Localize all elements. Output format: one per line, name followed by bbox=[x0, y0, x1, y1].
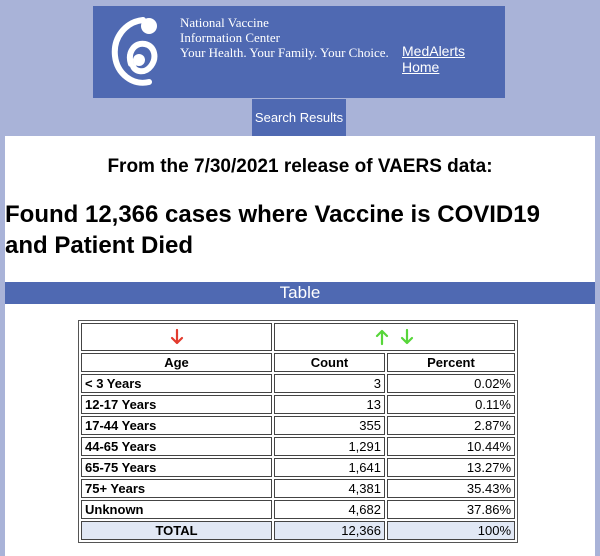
release-heading: From the 7/30/2021 release of VAERS data… bbox=[107, 156, 493, 177]
tab-search-results[interactable]: Search Results bbox=[252, 99, 346, 136]
table-section-title: Table bbox=[5, 282, 595, 304]
total-label: TOTAL bbox=[81, 521, 272, 540]
table-row: < 3 Years 3 0.02% bbox=[81, 374, 515, 393]
column-header-count: Count bbox=[274, 353, 385, 372]
nvic-logo-icon bbox=[111, 17, 158, 86]
total-count: 12,366 bbox=[274, 521, 385, 540]
age-cell: 44-65 Years bbox=[81, 437, 272, 456]
sort-up-arrow-icon[interactable] bbox=[375, 328, 389, 346]
count-cell: 4,381 bbox=[274, 479, 385, 498]
percent-cell: 0.02% bbox=[387, 374, 515, 393]
count-cell: 4,682 bbox=[274, 500, 385, 519]
header-banner: National Vaccine Information Center Your… bbox=[93, 6, 505, 98]
table-row: 75+ Years 4,381 35.43% bbox=[81, 479, 515, 498]
age-cell: 12-17 Years bbox=[81, 395, 272, 414]
org-name: National Vaccine Information Center Your… bbox=[180, 15, 389, 60]
percent-cell: 2.87% bbox=[387, 416, 515, 435]
total-percent: 100% bbox=[387, 521, 515, 540]
age-cell: 65-75 Years bbox=[81, 458, 272, 477]
column-header-age: Age bbox=[81, 353, 272, 372]
sort-row bbox=[81, 323, 515, 351]
age-cell: < 3 Years bbox=[81, 374, 272, 393]
percent-cell: 0.11% bbox=[387, 395, 515, 414]
org-name-line2: Information Center bbox=[180, 30, 280, 45]
sort-down-arrow-icon[interactable] bbox=[400, 328, 414, 346]
sort-down-arrow-icon[interactable] bbox=[170, 328, 184, 346]
count-cell: 13 bbox=[274, 395, 385, 414]
column-header-percent: Percent bbox=[387, 353, 515, 372]
table-header-row: Age Count Percent bbox=[81, 353, 515, 372]
count-cell: 3 bbox=[274, 374, 385, 393]
table-row: 12-17 Years 13 0.11% bbox=[81, 395, 515, 414]
percent-cell: 10.44% bbox=[387, 437, 515, 456]
table-row: 44-65 Years 1,291 10.44% bbox=[81, 437, 515, 456]
table-row: 65-75 Years 1,641 13.27% bbox=[81, 458, 515, 477]
table-row: Unknown 4,682 37.86% bbox=[81, 500, 515, 519]
sort-age-cell bbox=[81, 323, 272, 351]
count-cell: 355 bbox=[274, 416, 385, 435]
percent-cell: 35.43% bbox=[387, 479, 515, 498]
results-table: Age Count Percent < 3 Years 3 0.02% 12-17 Y… bbox=[78, 320, 518, 543]
results-summary: Found 12,366 cases where Vaccine is COVI… bbox=[5, 201, 540, 259]
sort-count-cell bbox=[274, 323, 515, 351]
org-tagline: Your Health. Your Family. Your Choice. bbox=[180, 45, 389, 60]
count-cell: 1,291 bbox=[274, 437, 385, 456]
count-cell: 1,641 bbox=[274, 458, 385, 477]
percent-cell: 13.27% bbox=[387, 458, 515, 477]
table-row: 17-44 Years 355 2.87% bbox=[81, 416, 515, 435]
total-row: TOTAL 12,366 100% bbox=[81, 521, 515, 540]
org-name-line1: National Vaccine bbox=[180, 15, 269, 30]
results-panel: From the 7/30/2021 release of VAERS data… bbox=[5, 136, 595, 556]
age-cell: 75+ Years bbox=[81, 479, 272, 498]
medalerts-home-link[interactable]: MedAlerts Home bbox=[402, 43, 466, 75]
age-cell: Unknown bbox=[81, 500, 272, 519]
percent-cell: 37.86% bbox=[387, 500, 515, 519]
age-cell: 17-44 Years bbox=[81, 416, 272, 435]
